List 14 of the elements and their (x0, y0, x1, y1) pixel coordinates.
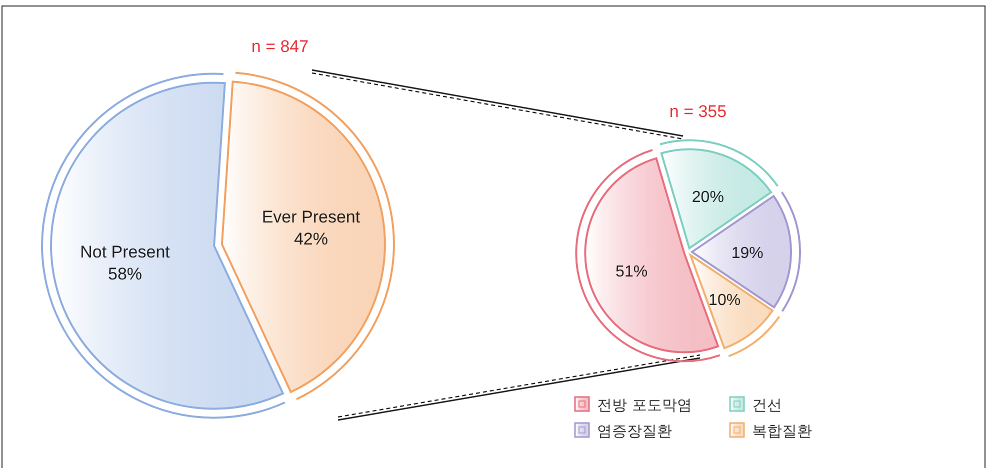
data-label: 10% (708, 292, 741, 309)
data-label: 42% (294, 230, 328, 249)
legend-label: 전방 포도막염 (597, 396, 692, 414)
chart-title: n = 355 (669, 102, 727, 121)
legend-label: 복합질환 (752, 422, 812, 440)
data-label: 20% (692, 189, 724, 206)
data-label: 19% (731, 244, 764, 262)
data-label: 58% (108, 264, 142, 284)
legend-label: 건선 (752, 396, 782, 414)
slice-label: Not Present (80, 242, 170, 262)
slice-label: Ever Present (262, 208, 360, 227)
legend-label: 염증장질환 (597, 422, 672, 440)
chart-title: n = 847 (251, 37, 309, 56)
data-label: 51% (616, 264, 648, 281)
